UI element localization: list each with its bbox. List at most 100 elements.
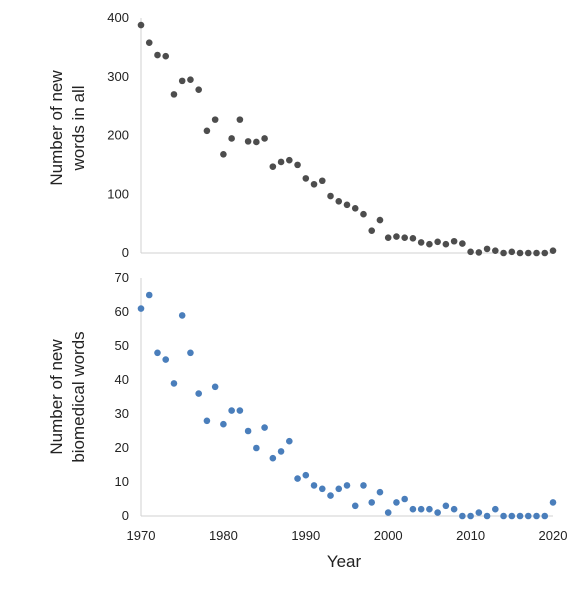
bottom-y-ticks: 0 10 20 30 40 50 60 70 [115,270,129,523]
bottom-data-point [417,505,425,513]
bottom-y-tick-label: 60 [115,304,129,319]
bottom-data-point [302,471,310,479]
bottom-data-point [450,505,458,513]
top-y-tick-label: 0 [122,245,129,260]
bottom-data-point [434,509,441,516]
top-data-point [327,192,334,200]
bottom-data-point [327,492,334,499]
bottom-points [137,291,557,520]
bottom-data-point [195,390,202,397]
top-data-point [450,237,458,245]
bottom-y-tick-label: 70 [115,270,129,285]
bottom-y-tick-label: 20 [115,440,129,455]
top-data-point [178,77,186,85]
top-data-point [549,247,557,254]
top-data-point [187,76,194,83]
bottom-data-point [533,512,540,520]
bottom-data-point [261,424,268,431]
bottom-data-point [442,502,450,510]
bottom-y-tick-label: 30 [115,406,129,421]
x-tick-label: 1990 [291,528,320,543]
top-data-point [302,175,310,182]
bottom-data-point [236,407,244,414]
x-tick-label: 1980 [209,528,238,543]
top-data-point [269,163,277,170]
bottom-data-point [286,437,293,445]
top-data-point [145,39,153,46]
top-data-point [492,247,499,254]
x-tick-label: 2000 [374,528,403,543]
top-data-point [236,116,244,123]
bottom-data-point [516,512,524,520]
top-data-point [253,138,260,146]
bottom-data-point [376,488,384,496]
bottom-data-point [178,312,186,319]
top-data-point [500,249,507,257]
top-data-point [475,249,483,256]
top-data-point [154,51,161,59]
top-data-point [508,248,516,256]
top-data-point [261,135,268,142]
top-data-point [318,177,326,185]
top-data-point [220,151,227,158]
bottom-data-point [467,512,474,520]
bottom-data-point [459,512,466,520]
top-data-point [442,240,450,248]
top-data-point [170,91,178,98]
top-data-point [294,161,301,169]
bottom-data-point [541,512,549,520]
bottom-data-point [475,509,483,516]
bottom-data-point [500,512,507,520]
top-data-point [211,116,219,123]
top-data-point [524,249,532,257]
top-data-point [401,234,408,242]
top-data-point [360,210,367,218]
top-data-point [516,249,524,257]
top-data-point [384,234,392,242]
top-data-point [343,201,351,209]
bottom-data-point [335,485,343,493]
bottom-data-point [310,482,318,489]
top-data-point [483,245,491,253]
bottom-ylabel-line-1: Number of new [47,339,66,455]
top-y-tick-label: 400 [107,10,129,25]
top-data-point [203,127,211,135]
bottom-data-point [360,482,367,489]
top-y-tick-label: 100 [107,186,129,201]
bottom-data-point [426,505,433,513]
bottom-ylabel-line-2: biomedical words [69,331,88,462]
bottom-data-point [294,475,301,482]
top-ylabel-line-2: words in all [69,85,88,171]
top-data-point [467,248,474,256]
bottom-data-point [318,485,326,493]
top-data-point [409,235,417,242]
bottom-data-point [162,356,170,363]
bottom-data-point [154,349,161,357]
bottom-data-point [492,505,499,513]
x-tick-label: 1970 [127,528,156,543]
bottom-data-point [401,495,408,503]
bottom-data-point [409,505,417,513]
top-y-tick-label: 300 [107,69,129,84]
bottom-data-point [145,291,153,299]
bottom-data-point [351,502,359,510]
bottom-data-point [524,512,532,520]
bottom-data-point [170,380,178,387]
bottom-panel: Number of new biomedical words Year 0 10 2… [47,270,567,571]
bottom-data-point [508,512,516,520]
top-data-point [137,21,145,29]
top-data-point [393,233,400,240]
bottom-y-tick-label: 0 [122,508,129,523]
bottom-data-point [228,407,235,414]
top-y-ticks: 0 100 200 300 400 [107,10,129,260]
bottom-data-point [211,383,219,391]
bottom-data-point [187,349,194,357]
top-data-point [277,158,285,166]
top-data-point [434,238,441,246]
top-ylabel-line-1: Number of new [47,70,66,186]
top-data-point [162,52,170,60]
bottom-data-point [220,420,227,428]
bottom-data-point [368,499,376,506]
